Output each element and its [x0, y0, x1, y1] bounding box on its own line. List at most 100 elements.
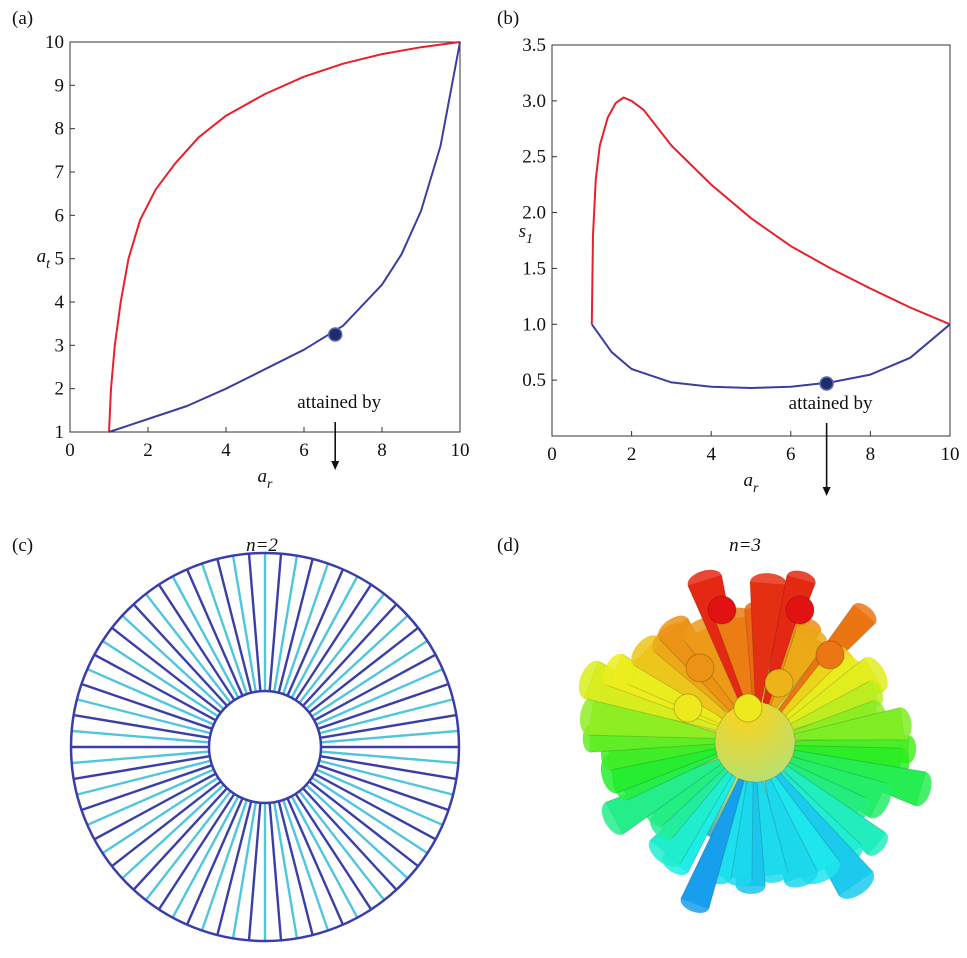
annotation-arrowhead — [331, 461, 340, 470]
spoke — [294, 793, 373, 911]
spoke — [320, 750, 459, 765]
cone-tip — [764, 668, 794, 698]
y-tick-label: 1.5 — [522, 258, 546, 279]
spoke — [93, 772, 217, 841]
inner-ring — [207, 689, 323, 805]
x-tick-label: 0 — [65, 440, 75, 461]
spoke — [320, 729, 459, 744]
spoke — [268, 802, 283, 941]
spoke — [71, 729, 210, 744]
cone-cap — [603, 653, 627, 686]
panel-label: (b) — [497, 8, 519, 29]
outer-ring — [69, 551, 461, 943]
cone-cap — [784, 866, 818, 888]
cone-cap — [648, 837, 682, 867]
spoke — [302, 603, 398, 707]
spoke — [302, 787, 398, 891]
spoke — [247, 553, 262, 692]
spoke — [290, 575, 359, 699]
cone-cap — [866, 680, 884, 706]
y-tick-label: 10 — [45, 32, 64, 53]
spoke — [73, 713, 210, 739]
curve — [108, 41, 461, 433]
y-axis-label-base: a — [37, 246, 47, 267]
y-tick-label: 4 — [55, 292, 65, 313]
y-tick-label: 2.0 — [522, 203, 546, 224]
spoke — [298, 790, 386, 901]
spoke — [86, 667, 215, 726]
panel-label: (a) — [12, 8, 33, 29]
spoke — [216, 800, 253, 936]
spoke — [282, 799, 330, 931]
spoke — [294, 583, 373, 701]
spoke — [200, 563, 248, 695]
y-axis-label-sub: t — [46, 257, 51, 272]
cone-tip — [707, 595, 737, 625]
spoke — [121, 614, 225, 710]
spoke — [132, 603, 228, 707]
x-tick-label: 8 — [377, 440, 387, 461]
spoke — [305, 614, 409, 710]
plot-frame — [69, 41, 461, 433]
spoke — [76, 698, 212, 735]
spoke — [273, 555, 299, 692]
cone-cap — [893, 707, 912, 740]
cone-cap — [759, 866, 789, 883]
spoke — [86, 768, 215, 827]
x-tick-label: 2 — [627, 444, 637, 465]
spoke — [318, 698, 454, 735]
spoke — [111, 780, 222, 868]
spoke — [268, 553, 283, 692]
y-tick-label: 2.5 — [522, 147, 546, 168]
x-axis-label-sub: r — [753, 481, 759, 496]
x-axis-label: ar — [744, 470, 760, 496]
spoke — [308, 780, 419, 868]
cone-cap — [750, 573, 788, 594]
spoke — [311, 639, 429, 718]
cone-cap — [910, 771, 932, 807]
spoke — [231, 802, 257, 939]
x-tick-label: 4 — [706, 444, 716, 465]
y-axis-label: at — [37, 246, 52, 272]
spoke — [76, 759, 212, 796]
y-tick-label: 2 — [55, 379, 65, 400]
spoke — [313, 772, 437, 841]
spoke — [185, 797, 244, 926]
cone-cap — [601, 801, 627, 835]
spoke — [298, 593, 386, 704]
cone-tip — [785, 595, 815, 625]
y-axis-label-sub: 1 — [526, 232, 533, 247]
x-tick-label: 6 — [786, 444, 796, 465]
cone-cap — [657, 615, 689, 642]
spoke — [216, 558, 253, 694]
cone-cap — [687, 569, 722, 592]
cone-cap — [837, 868, 875, 899]
y-tick-label: 9 — [55, 75, 65, 96]
spoke — [317, 682, 449, 730]
cone-cap — [865, 782, 892, 819]
spoke — [81, 682, 213, 730]
cone-tip — [733, 693, 763, 723]
cone-tip — [673, 693, 703, 723]
panel-title: n=2 — [246, 535, 278, 556]
spoke — [71, 750, 210, 765]
point-marker — [327, 327, 343, 342]
x-axis-label-sub: r — [267, 477, 273, 492]
y-tick-label: 1.0 — [522, 314, 546, 335]
panel-title: n=3 — [729, 535, 761, 556]
spoke — [144, 593, 232, 704]
spoke — [282, 563, 330, 695]
y-tick-label: 3.5 — [522, 35, 546, 56]
cone-cap — [795, 625, 828, 649]
spoke — [157, 583, 236, 701]
y-tick-label: 6 — [55, 205, 65, 226]
spoke — [320, 755, 457, 781]
x-tick-label: 10 — [451, 440, 470, 461]
cone-cap — [852, 603, 877, 625]
spoke — [286, 568, 345, 697]
spoke — [121, 784, 225, 880]
x-axis-label: ar — [258, 466, 274, 492]
spoke — [171, 795, 240, 919]
plot-frame — [551, 44, 951, 437]
